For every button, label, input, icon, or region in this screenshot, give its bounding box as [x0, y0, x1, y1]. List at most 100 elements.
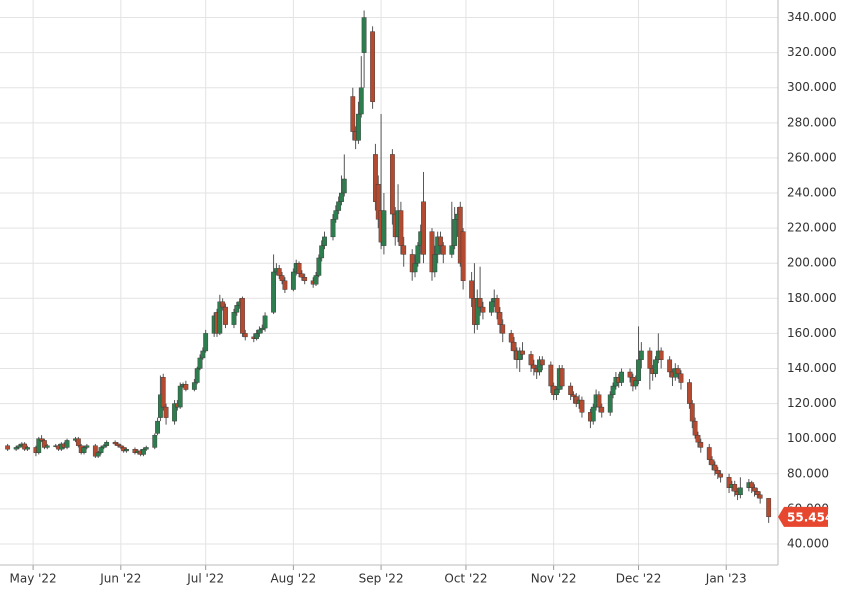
- candle-body: [101, 445, 107, 448]
- candle-body: [698, 441, 704, 448]
- candle-body: [115, 443, 121, 446]
- candle-body: [163, 406, 169, 418]
- last-price-badge: [778, 506, 828, 527]
- y-tick-label: 340.000: [787, 10, 837, 24]
- candle-body: [452, 219, 458, 246]
- candle-body: [718, 473, 723, 478]
- candle-body: [757, 494, 763, 499]
- candle-body: [732, 484, 738, 492]
- candle-body: [322, 236, 327, 246]
- candle-body: [596, 394, 602, 408]
- candle-body: [313, 275, 319, 285]
- candle-body: [675, 368, 681, 374]
- candle-body: [460, 231, 466, 281]
- x-tick-label: Sep '22: [359, 572, 404, 586]
- candle-body: [333, 210, 339, 220]
- candle-body: [401, 245, 407, 255]
- candle-body: [172, 403, 177, 422]
- y-tick-label: 160.000: [787, 326, 837, 340]
- candle-body: [160, 377, 166, 408]
- candle-body: [619, 371, 624, 383]
- candle-body: [223, 306, 228, 325]
- candle-body: [191, 382, 197, 390]
- candle-body: [183, 384, 189, 390]
- candle-body: [531, 364, 537, 369]
- candle-body: [653, 359, 658, 374]
- candle-body: [537, 359, 542, 373]
- candle-body: [290, 271, 296, 290]
- candle-body: [240, 298, 245, 334]
- candle-body: [95, 452, 101, 457]
- x-tick-label: Nov '22: [531, 572, 577, 586]
- candle-body: [528, 354, 534, 366]
- candle-body: [124, 448, 129, 452]
- candle-body: [429, 231, 435, 273]
- candle-body: [254, 333, 259, 339]
- candle-body: [658, 350, 664, 360]
- candle-body: [737, 487, 743, 496]
- candle-body: [358, 87, 364, 115]
- candle-body: [636, 359, 641, 381]
- candle-body: [104, 441, 110, 446]
- x-tick-label: May '22: [9, 572, 56, 586]
- candle-body: [152, 434, 158, 448]
- candle-body: [726, 477, 732, 488]
- candle-body: [316, 257, 322, 276]
- candle-body: [319, 245, 325, 259]
- candle-body: [373, 154, 378, 202]
- y-tick-label: 140.000: [787, 361, 837, 375]
- y-tick-label: 80.000: [787, 466, 829, 480]
- candle-body: [497, 312, 503, 325]
- candle-body: [539, 359, 545, 366]
- candle-body: [438, 236, 443, 246]
- candle-body: [16, 445, 22, 448]
- candle-body: [548, 364, 554, 387]
- candle-body: [554, 389, 559, 395]
- candle-body: [330, 219, 336, 238]
- candle-body: [84, 445, 90, 448]
- candle-body: [271, 271, 276, 313]
- candle-body: [22, 443, 28, 450]
- candle-body: [217, 301, 223, 334]
- candle-body: [571, 394, 576, 397]
- candles: [5, 10, 772, 523]
- candle-body: [262, 315, 268, 329]
- candle-body: [449, 245, 455, 255]
- candle-body: [299, 273, 305, 278]
- y-tick-label: 320.000: [787, 45, 837, 59]
- candle-body: [381, 210, 387, 246]
- candle-body: [81, 447, 87, 453]
- candle-body: [517, 350, 523, 360]
- x-tick-label: Jun '22: [99, 572, 141, 586]
- candle-body: [568, 385, 574, 395]
- candle-body: [231, 312, 237, 325]
- candle-body: [194, 368, 200, 383]
- candle-body: [415, 245, 421, 264]
- candle-body: [361, 17, 367, 53]
- candle-body: [356, 113, 361, 141]
- candle-body: [341, 178, 347, 194]
- candle-body: [25, 447, 30, 450]
- candle-body: [370, 31, 375, 102]
- candle-body: [92, 445, 98, 457]
- candle-body: [234, 305, 240, 313]
- y-tick-label: 100.000: [787, 431, 837, 445]
- candle-body: [715, 470, 721, 474]
- candle-body: [389, 154, 395, 215]
- candle-body: [143, 447, 149, 450]
- candle-body: [13, 447, 19, 450]
- candle-body: [432, 254, 438, 273]
- candle-body: [421, 201, 426, 255]
- candle-body: [398, 210, 404, 246]
- candle-body: [44, 445, 50, 448]
- candle-body: [633, 380, 639, 387]
- y-tick-label: 240.000: [787, 186, 837, 200]
- y-tick-label: 180.000: [787, 291, 837, 305]
- candle-body: [695, 434, 701, 443]
- candle-body: [336, 201, 342, 211]
- candle-body: [511, 341, 517, 352]
- candle-body: [559, 368, 565, 387]
- x-tick-label: Jul '22: [186, 572, 224, 586]
- candle-body: [276, 268, 282, 276]
- x-tick-label: Oct '22: [444, 572, 487, 586]
